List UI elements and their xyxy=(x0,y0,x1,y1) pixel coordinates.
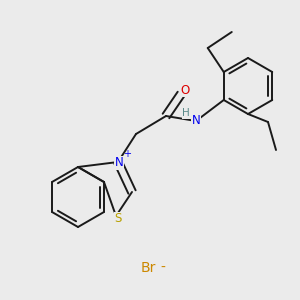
Text: H: H xyxy=(182,108,190,118)
Text: S: S xyxy=(114,212,122,226)
Text: Br: Br xyxy=(140,261,156,275)
Text: N: N xyxy=(115,157,123,169)
Text: N: N xyxy=(192,115,200,128)
Text: -: - xyxy=(160,261,165,275)
Text: +: + xyxy=(123,149,131,159)
Text: O: O xyxy=(180,83,190,97)
